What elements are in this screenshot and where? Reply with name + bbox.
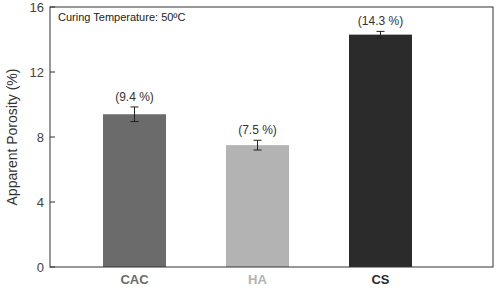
x-tick-label: HA: [248, 272, 267, 287]
y-tick: [50, 202, 55, 203]
y-tick: [50, 72, 55, 73]
bar: [349, 35, 412, 267]
y-tick: [50, 137, 55, 138]
x-tick-label: CAC: [120, 272, 149, 287]
plot-frame: [50, 7, 493, 267]
data-label: (14.3 %): [358, 14, 403, 28]
y-tick-label: 16: [30, 0, 44, 15]
error-cap: [131, 106, 139, 107]
error-stem: [134, 107, 135, 122]
error-cap: [254, 150, 262, 151]
x-tick-label: CS: [371, 272, 389, 287]
y-tick: [50, 7, 55, 8]
y-axis-label: Apparent Porosity (%): [4, 69, 20, 206]
labels: (9.4 %) CAC (7.5 %) HA (14.3 %) CS: [115, 14, 403, 287]
y-tick-label: 0: [37, 260, 44, 275]
y-tick-label: 4: [37, 195, 44, 210]
error-cap: [254, 140, 262, 141]
bars: [103, 31, 412, 267]
error-stem: [257, 140, 258, 150]
error-stem: [380, 31, 381, 38]
chart: (9.4 %) CAC (7.5 %) HA (14.3 %) CS 0 4 8 12 16 Appa…: [0, 0, 500, 290]
y-tick: [50, 267, 55, 268]
error-cap: [377, 37, 385, 38]
error-bar: [377, 31, 385, 38]
annotation: Curing Temperature: 50ºC: [58, 11, 185, 23]
bar: [103, 114, 166, 267]
error-bar: [254, 140, 262, 150]
data-label: (7.5 %): [238, 123, 277, 137]
bar: [226, 145, 289, 267]
error-cap: [131, 121, 139, 122]
error-cap: [377, 31, 385, 32]
y-tick-label: 12: [30, 65, 44, 80]
data-label: (9.4 %): [115, 90, 154, 104]
y-tick-label: 8: [37, 130, 44, 145]
error-bar: [131, 107, 139, 122]
